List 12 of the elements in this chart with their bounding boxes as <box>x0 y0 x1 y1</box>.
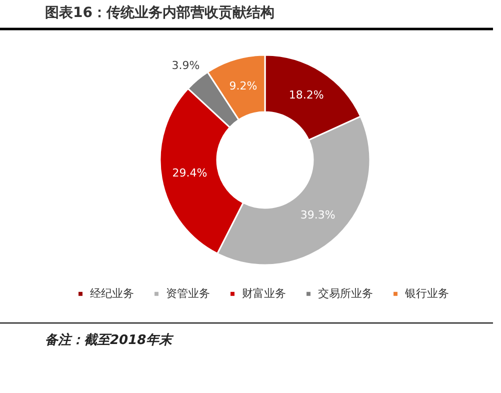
legend-label: 财富业务 <box>242 286 286 300</box>
text: 备注：截至2018年末 <box>45 332 174 348</box>
data-label: 29.4% <box>172 166 208 180</box>
legend-label: 资管业务 <box>166 286 210 300</box>
data-label: 9.2% <box>229 80 258 93</box>
legend-label: 经纪业务 <box>90 286 134 300</box>
chart-title: 图表16：传统业务内部营收贡献结构 <box>45 4 274 21</box>
data-label: 18.2% <box>288 88 324 102</box>
data-label: 3.9% <box>172 58 200 72</box>
data-label: 39.3% <box>300 208 336 222</box>
legend-label: 银行业务 <box>404 286 449 300</box>
legend-label: 交易所业务 <box>318 286 373 300</box>
